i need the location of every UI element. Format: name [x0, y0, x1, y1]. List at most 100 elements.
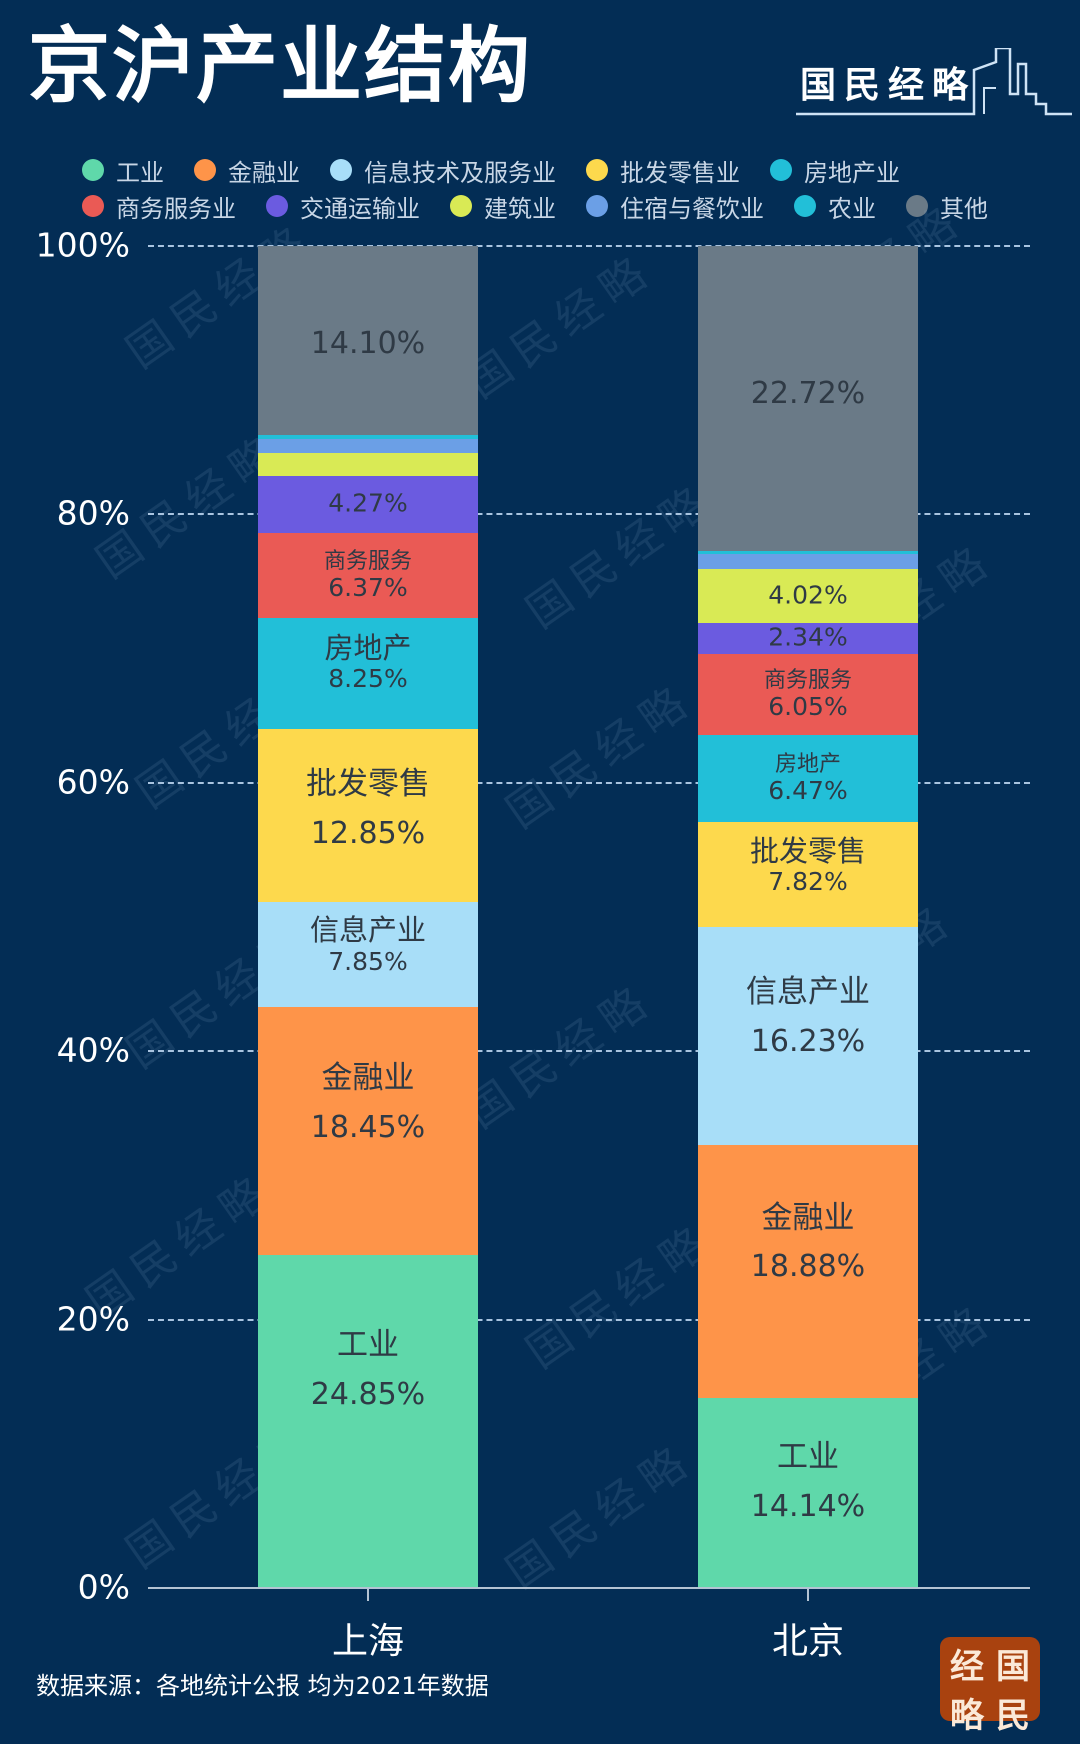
segment-name-label: 工业	[337, 1326, 399, 1363]
legend-item: 其他	[906, 189, 988, 224]
legend-item: 金融业	[194, 153, 300, 188]
y-axis-tick-label: 100%	[35, 225, 130, 265]
bar-segment: 14.10%	[258, 246, 478, 436]
legend-label: 商务服务业	[116, 194, 236, 223]
legend-item: 住宿与餐饮业	[586, 189, 764, 224]
watermark: 国民经略	[457, 242, 664, 409]
segment-name-label: 房地产	[324, 630, 412, 665]
legend-dot-icon	[82, 195, 104, 217]
y-axis-tick-label: 20%	[56, 1299, 130, 1339]
segment-name-label: 房地产	[774, 751, 841, 777]
legend-row-1: 工业 金融业 信息技术及服务业 批发零售业 房地产业	[82, 152, 1072, 188]
legend-item: 交通运输业	[266, 189, 420, 224]
gridline	[148, 245, 1030, 247]
legend-label: 房地产业	[804, 158, 900, 187]
legend-label: 金融业	[228, 158, 300, 187]
bar-segment: 信息产业 16.23%	[698, 927, 918, 1145]
segment-name-label: 商务服务	[323, 548, 412, 574]
segment-value-label: 18.45%	[310, 1110, 426, 1146]
legend-dot-icon	[450, 195, 472, 217]
gridline	[148, 781, 1030, 784]
y-axis-tick-label: 80%	[56, 494, 130, 534]
segment-value-label: 22.72%	[750, 376, 866, 412]
seal-char: 国	[996, 1647, 1030, 1687]
legend-row-2: 商务服务业 交通运输业 建筑业 住宿与餐饮业 农业 其他	[82, 188, 1072, 224]
segment-value-label: 4.02%	[768, 580, 848, 610]
segment-value-label: 6.37%	[328, 572, 408, 602]
bar-beijing: 工业 14.14% 金融业 18.88% 信息产业 16.23% 批发零售 7.82% 房地产 6…	[698, 246, 918, 1588]
segment-name-label: 金融业	[321, 1060, 415, 1097]
x-axis-tick	[367, 1589, 369, 1601]
bar-segment	[258, 435, 478, 439]
seal-char: 民	[996, 1696, 1030, 1736]
legend-item: 农业	[794, 189, 876, 224]
watermark: 国民经略	[517, 1212, 724, 1379]
segment-value-label: 7.85%	[328, 946, 408, 976]
bar-segment: 信息产业 7.85%	[258, 901, 478, 1007]
chart-legend: 工业 金融业 信息技术及服务业 批发零售业 房地产业 商务服务业 交通运输业 建筑业 住宿与餐…	[82, 152, 1072, 224]
x-axis-category-label: 上海	[331, 1621, 405, 1662]
segment-value-label: 2.34%	[768, 623, 848, 653]
bar-segment: 4.27%	[258, 475, 478, 533]
legend-item: 批发零售业	[586, 153, 740, 188]
legend-label: 其他	[940, 194, 988, 223]
legend-dot-icon	[794, 195, 816, 217]
gridline	[148, 513, 1030, 516]
bar-segment: 金融业 18.88%	[698, 1144, 918, 1399]
segment-value-label: 8.25%	[328, 664, 408, 694]
bar-segment: 批发零售 7.82%	[698, 822, 918, 928]
legend-label: 交通运输业	[300, 194, 420, 223]
bar-segment: 房地产 6.47%	[698, 735, 918, 823]
segment-name-label: 批发零售	[749, 833, 866, 868]
segment-name-label: 批发零售	[306, 766, 430, 803]
legend-dot-icon	[586, 159, 608, 181]
bar-segment: 工业 14.14%	[698, 1398, 918, 1588]
bar-segment: 金融业 18.45%	[258, 1006, 478, 1255]
segment-value-label: 18.88%	[750, 1249, 866, 1285]
building-skyline-icon	[796, 48, 1072, 116]
segment-value-label: 4.27%	[328, 488, 408, 518]
bar-segment	[698, 554, 918, 569]
segment-value-label: 16.23%	[750, 1023, 866, 1059]
y-axis-tick-label: 40%	[56, 1030, 130, 1070]
x-axis-tick	[807, 1589, 809, 1601]
seal-char: 经	[950, 1647, 984, 1687]
segment-value-label: 6.47%	[768, 775, 848, 805]
bar-segment: 工业 24.85%	[258, 1254, 478, 1588]
x-axis-line	[148, 1587, 1030, 1589]
watermark: 国民经略	[497, 672, 704, 839]
legend-label: 住宿与餐饮业	[620, 194, 764, 223]
bar-segment	[258, 453, 478, 476]
bar-segment: 商务服务 6.05%	[698, 654, 918, 736]
legend-item: 商务服务业	[82, 189, 236, 224]
brand-logo: 国民经略	[796, 48, 1080, 118]
seal-logo: 经 国 略 民	[940, 1637, 1040, 1736]
x-axis-category-label: 北京	[771, 1621, 845, 1662]
legend-dot-icon	[194, 159, 216, 181]
bar-segment: 商务服务 6.37%	[258, 532, 478, 619]
legend-label: 农业	[828, 194, 876, 223]
bar-segment: 2.34%	[698, 622, 918, 655]
watermark: 国民经略	[517, 472, 724, 639]
page-title: 京沪产业结构	[28, 19, 533, 114]
legend-label: 建筑业	[484, 194, 556, 223]
bar-segment	[698, 550, 918, 555]
legend-label: 批发零售业	[620, 158, 740, 187]
segment-name-label: 信息产业	[309, 913, 426, 948]
legend-dot-icon	[770, 159, 792, 181]
legend-dot-icon	[266, 195, 288, 217]
legend-dot-icon	[82, 159, 104, 181]
segment-name-label: 工业	[777, 1438, 839, 1475]
segment-value-label: 14.14%	[750, 1488, 866, 1524]
bar-segment: 房地产 8.25%	[258, 618, 478, 730]
segment-value-label: 24.85%	[310, 1376, 426, 1412]
legend-label: 工业	[116, 158, 164, 187]
segment-name-label: 商务服务	[763, 667, 852, 693]
segment-value-label: 6.05%	[768, 691, 848, 721]
bar-segment: 4.02%	[698, 568, 918, 623]
y-axis-tick-label: 60%	[56, 762, 130, 802]
segment-value-label: 12.85%	[310, 815, 426, 851]
bar-segment: 批发零售 12.85%	[258, 729, 478, 902]
bar-segment	[258, 438, 478, 454]
segment-value-label: 7.82%	[768, 867, 848, 897]
